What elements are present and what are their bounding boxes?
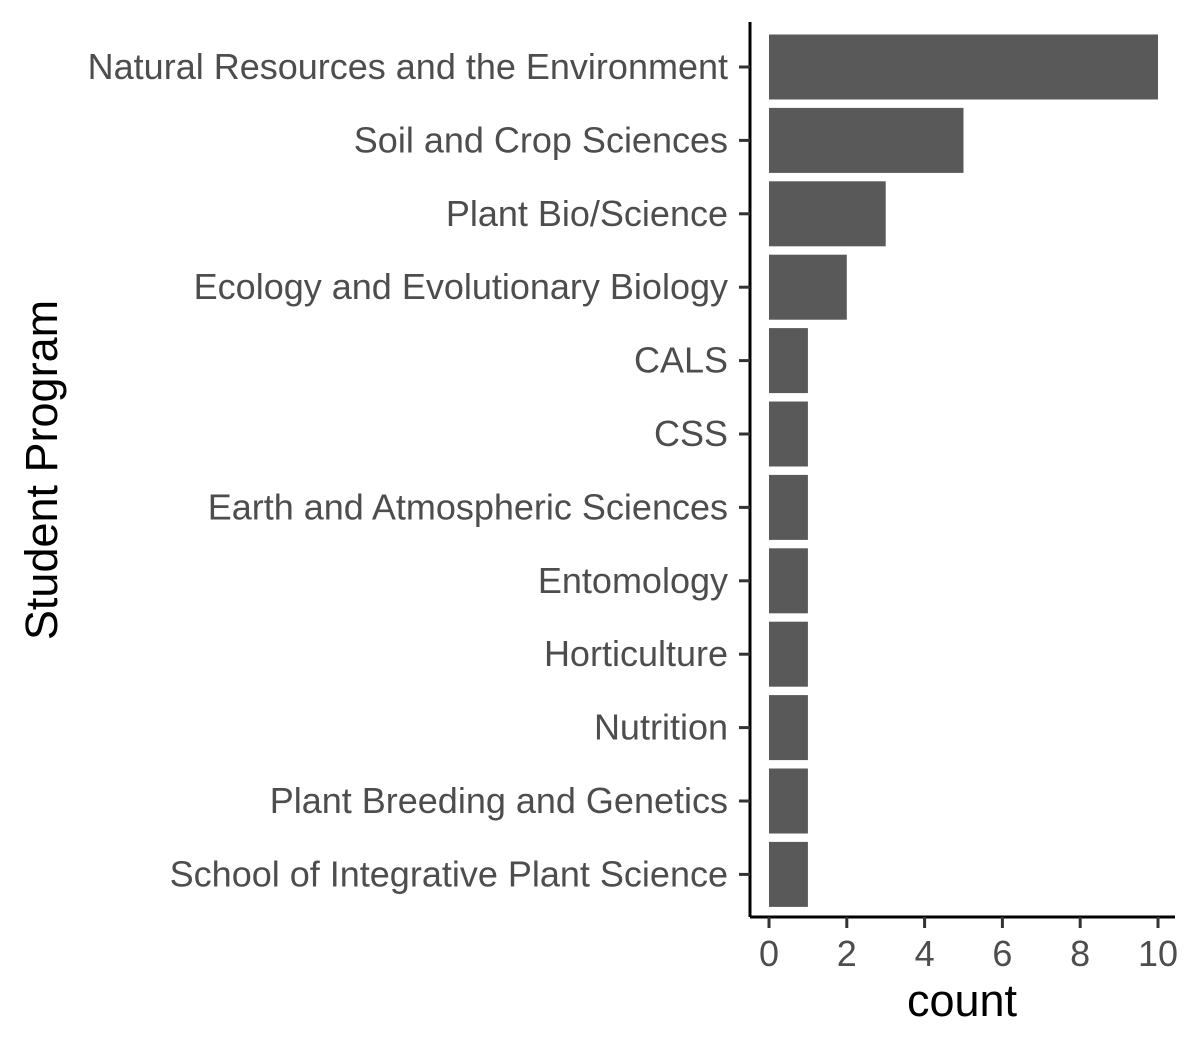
x-tick-label: 8: [1070, 933, 1090, 974]
x-axis-ticks: 0 2 4 6 8 10: [759, 917, 1178, 974]
y-tick-label: Nutrition: [594, 707, 728, 748]
y-axis-ticks: Natural Resources and the Environment Soi…: [88, 46, 750, 894]
y-tick-label: Soil and Crop Sciences: [354, 119, 728, 160]
axes-layer: [748, 22, 1175, 919]
bar: [769, 328, 808, 394]
x-tick-label: 4: [915, 933, 935, 974]
y-tick-label: School of Integrative Plant Science: [170, 853, 728, 894]
x-tick-label: 2: [837, 933, 857, 974]
bar: [769, 254, 847, 320]
y-axis-title: Student Program: [16, 300, 67, 640]
y-tick-label: Plant Bio/Science: [446, 193, 728, 234]
bar: [769, 474, 808, 540]
bars-layer: [769, 34, 1158, 907]
bar: [769, 768, 808, 834]
y-tick-label: Earth and Atmospheric Sciences: [208, 486, 728, 527]
y-tick-label: Horticulture: [544, 633, 728, 674]
bar: [769, 621, 808, 687]
bar: [769, 34, 1158, 100]
x-tick-label: 0: [759, 933, 779, 974]
y-tick-label: Ecology and Evolutionary Biology: [194, 266, 728, 307]
bar: [769, 181, 886, 247]
bar: [769, 695, 808, 761]
y-tick-label: CSS: [654, 413, 728, 454]
bar: [769, 401, 808, 467]
bar: [769, 107, 964, 173]
x-tick-label: 6: [992, 933, 1012, 974]
bar: [769, 841, 808, 907]
bar: [769, 548, 808, 614]
y-tick-label: CALS: [634, 340, 728, 381]
x-tick-label: 10: [1138, 933, 1178, 974]
y-tick-label: Entomology: [538, 560, 728, 601]
y-tick-label: Natural Resources and the Environment: [88, 46, 728, 87]
x-axis-title: count: [907, 975, 1018, 1026]
y-tick-label: Plant Breeding and Genetics: [270, 780, 728, 821]
